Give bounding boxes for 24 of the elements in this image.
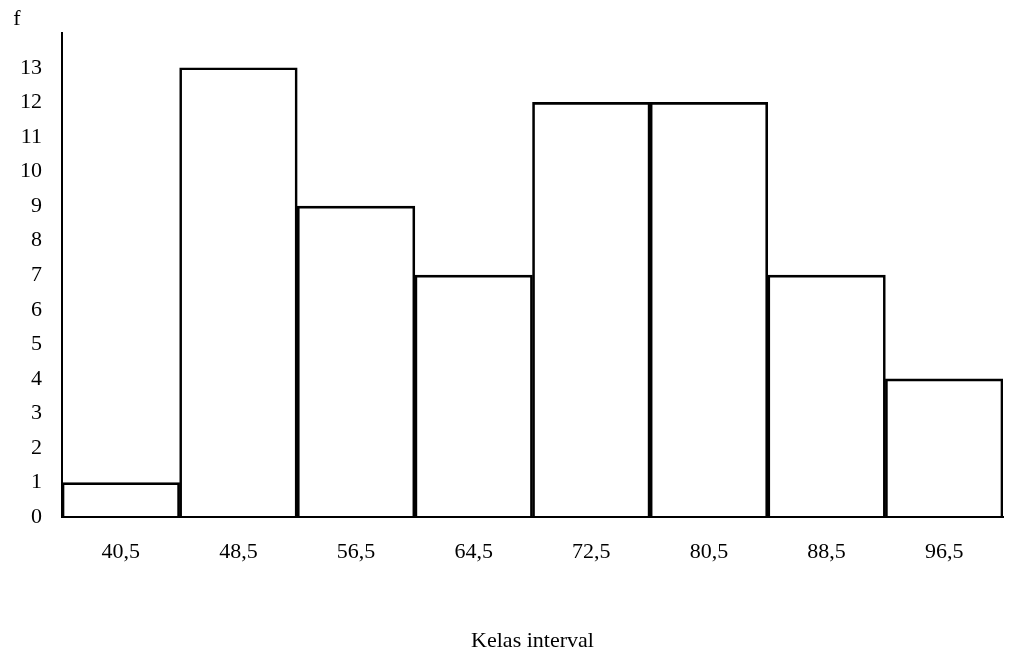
y-tick-label: 12 (20, 88, 42, 114)
y-tick-label: 2 (31, 433, 42, 459)
x-tick-label: 40,5 (101, 538, 141, 564)
y-tick-label: 6 (31, 295, 42, 321)
x-tick-label: 56,5 (336, 538, 376, 564)
x-axis-title: Kelas interval (471, 626, 594, 652)
x-tick-label: 88,5 (807, 538, 846, 564)
x-tick-label: 48,5 (219, 538, 258, 564)
y-tick-label: 11 (20, 122, 42, 148)
y-tick-label: 4 (31, 364, 42, 390)
y-tick-label: 7 (31, 260, 42, 286)
x-tick-label: 72,5 (572, 538, 611, 564)
y-tick-label: 3 (31, 399, 42, 425)
y-tick-label: 10 (20, 157, 42, 183)
y-axis-title: f (13, 4, 22, 30)
x-tick-label: 96,5 (924, 538, 964, 564)
x-tick-label: 80,5 (689, 538, 729, 564)
y-tick-label: 8 (31, 226, 42, 252)
y-tick-label: 0 (31, 502, 42, 528)
y-tick-label: 1 (31, 468, 42, 494)
x-tick-label: 64,5 (454, 538, 493, 564)
y-tick-label: 13 (20, 53, 42, 79)
y-tick-label: 9 (31, 191, 42, 217)
y-tick-label: 5 (31, 330, 42, 356)
